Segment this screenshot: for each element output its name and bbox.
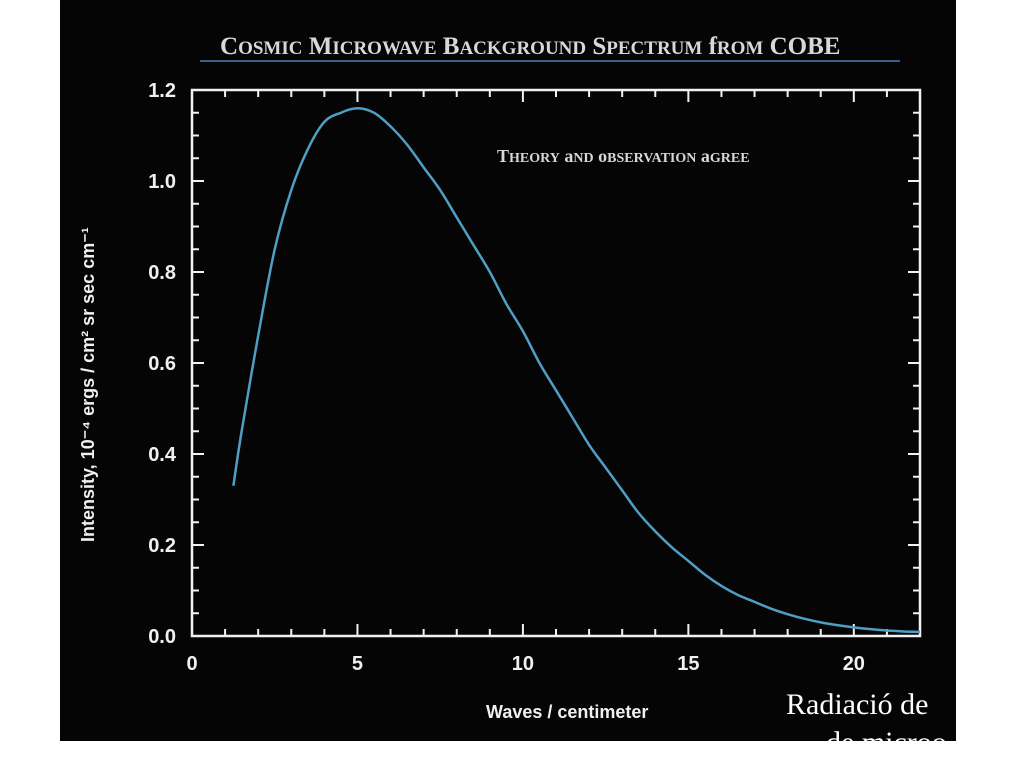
y-tick-label: 0.2: [148, 535, 176, 557]
y-tick-label: 0.8: [148, 262, 176, 284]
y-tick-label: 0.0: [148, 626, 176, 648]
intensity-curve: [232, 106, 921, 634]
x-tick-label: 20: [843, 653, 865, 675]
y-tick-label: 0.6: [148, 353, 176, 375]
y-axis-label: Intensity, 10⁻⁴ ergs / cm² sr sec cm⁻¹: [78, 227, 98, 542]
plot-frame: [190, 88, 922, 638]
x-tick-label: 10: [512, 653, 534, 675]
x-tick-labels: 0 5 10 15 20: [186, 653, 865, 675]
chart-slide: COSMIC MICROWAVE BACKGROUND SPECTRUM fRO…: [60, 0, 956, 741]
y-tick-label: 1.2: [148, 80, 176, 102]
chart-annotation: THEORY aND oBSERVATION aGREE: [497, 146, 750, 166]
chart-title: COSMIC MICROWAVE BACKGROUND SPECTRUM fRO…: [220, 33, 840, 60]
x-tick-label: 0: [186, 653, 197, 675]
slide-caption: Radiació de de microo: [786, 686, 1024, 768]
y-tick-label: 1.0: [148, 171, 176, 193]
x-tick-label: 5: [352, 653, 363, 675]
axis-ticks: [191, 89, 921, 637]
y-tick-label: 0.4: [148, 444, 177, 466]
caption-line-2: de microo: [826, 726, 947, 759]
caption-line-1: Radiació de: [786, 688, 929, 721]
x-axis-label: Waves / centimeter: [486, 702, 648, 722]
cmb-spectrum-chart: COSMIC MICROWAVE BACKGROUND SPECTRUM fRO…: [78, 33, 922, 722]
y-tick-labels: 0.0 0.2 0.4 0.6 0.8 1.0 1.2: [148, 80, 177, 648]
x-tick-label: 15: [677, 653, 699, 675]
